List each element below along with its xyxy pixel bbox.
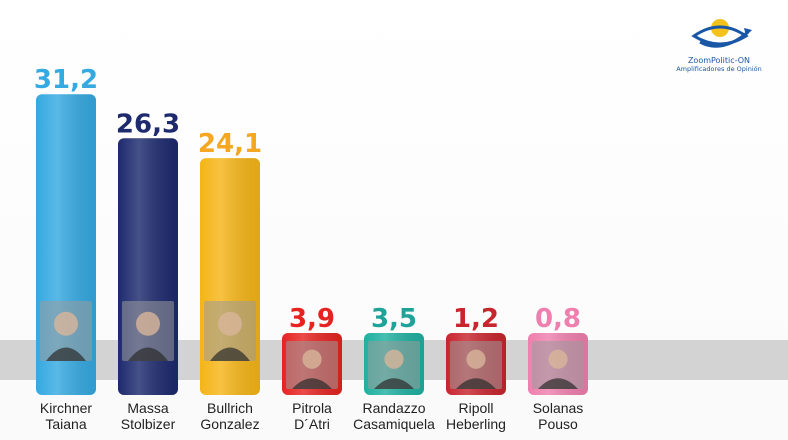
photo-body-icon xyxy=(374,378,414,389)
value-label: 3,9 xyxy=(289,304,335,334)
category-label: Kirchner xyxy=(40,400,92,416)
category-label: Heberling xyxy=(446,416,506,432)
photo-body-icon xyxy=(292,378,332,389)
photo-head-icon xyxy=(466,349,486,369)
value-label: 24,1 xyxy=(198,129,262,159)
category-label: Taiana xyxy=(45,416,86,432)
photo-body-icon xyxy=(210,347,250,361)
category-label: Casamiquela xyxy=(353,416,435,432)
category-label: Bullrich xyxy=(207,400,253,416)
category-label: Pitrola xyxy=(292,400,332,416)
value-label: 1,2 xyxy=(453,304,499,334)
photo-head-icon xyxy=(218,311,242,336)
photo-body-icon xyxy=(128,347,168,361)
category-label: Ripoll xyxy=(458,400,493,416)
category-label: Solanas xyxy=(533,400,584,416)
logo-tagline-text: Amplificadores de Opinión xyxy=(676,65,762,73)
value-label: 3,5 xyxy=(371,304,417,334)
value-label: 0,8 xyxy=(535,304,581,334)
photo-head-icon xyxy=(548,349,568,369)
logo-brand-text: ZoomPolitic-ON xyxy=(687,56,751,65)
category-label: Randazzo xyxy=(362,400,425,416)
category-label: Massa xyxy=(127,400,168,416)
photo-head-icon xyxy=(136,311,160,336)
photo-body-icon xyxy=(46,347,86,361)
value-label: 26,3 xyxy=(116,109,180,139)
photo-body-icon xyxy=(538,378,578,389)
photo-head-icon xyxy=(54,311,78,336)
value-label: 31,2 xyxy=(34,65,98,95)
photo-head-icon xyxy=(302,349,322,369)
logo-eye-icon xyxy=(691,19,752,48)
category-label: Stolbizer xyxy=(121,416,176,432)
photo-head-icon xyxy=(384,349,404,369)
photo-body-icon xyxy=(456,378,496,389)
category-label: D´Atri xyxy=(294,416,330,432)
category-label: Gonzalez xyxy=(200,416,259,432)
category-label: Pouso xyxy=(538,416,578,432)
zoompolitic-logo: ZoomPolitic-ON Amplificadores de Opinión xyxy=(664,12,774,82)
